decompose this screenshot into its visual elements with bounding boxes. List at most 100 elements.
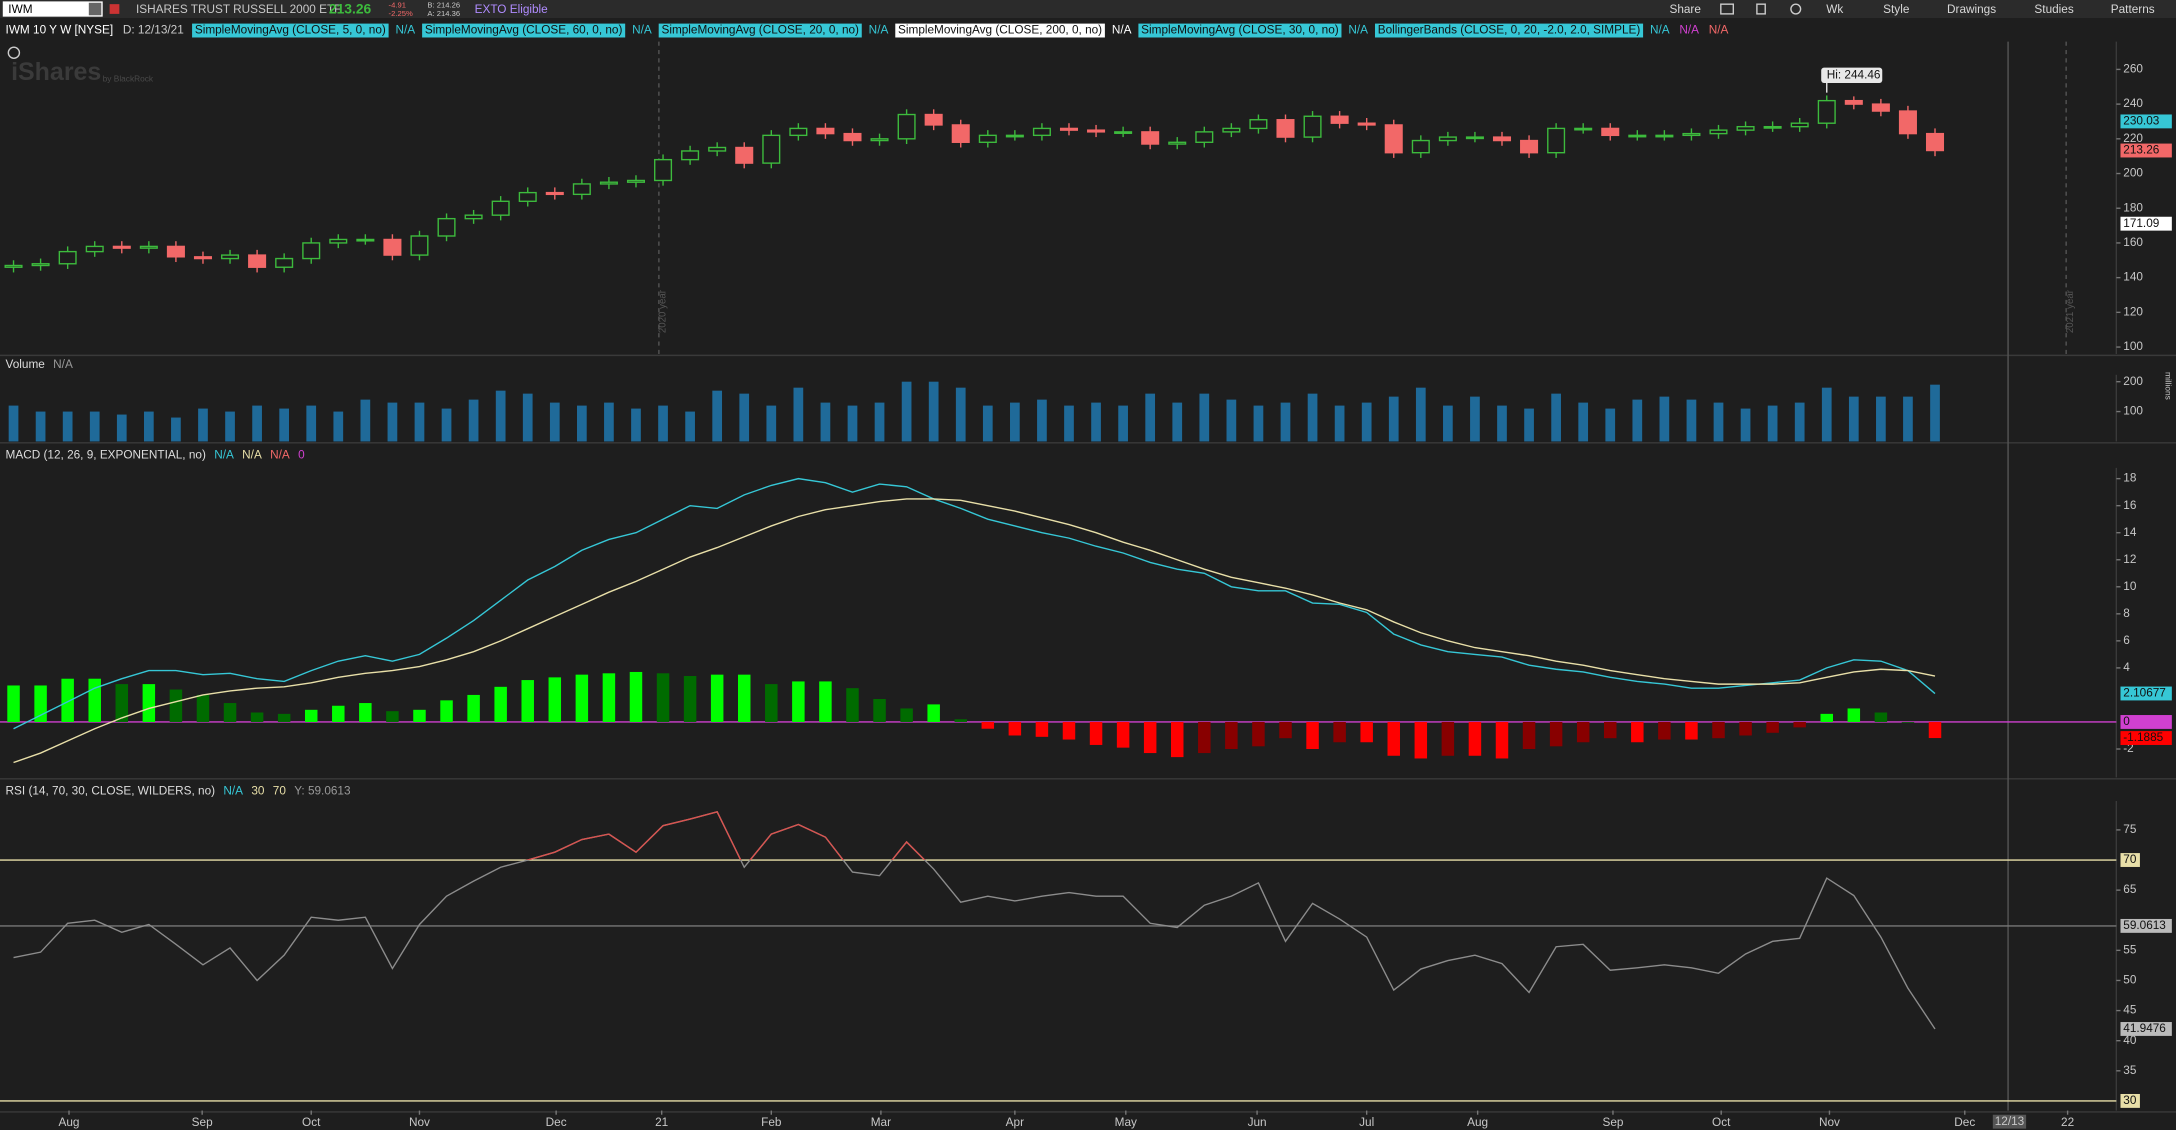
histogram-bar — [548, 677, 562, 722]
candle-body — [1465, 136, 1484, 140]
candle-body — [789, 127, 808, 137]
value-tag — [2120, 715, 2172, 729]
x-tick-label: Oct — [1712, 1116, 1731, 1129]
tag-label: D: 12/13/21 — [123, 24, 184, 37]
symbol[interactable]: IWM — [8, 3, 32, 16]
candle-body — [1844, 99, 1863, 105]
settings-icon[interactable] — [1790, 3, 1802, 15]
value-tag-label: 59.0613 — [2123, 919, 2166, 932]
volume-bar — [739, 393, 750, 442]
y-tick-label: 260 — [2123, 63, 2143, 76]
volume-bar — [955, 387, 966, 442]
histogram-bar — [1279, 721, 1292, 739]
tag-box — [1374, 23, 1644, 38]
histogram-bar — [981, 721, 995, 729]
candle-body — [1222, 127, 1241, 133]
y-tick-label: 10 — [2123, 580, 2137, 593]
histogram-bar — [250, 712, 264, 722]
symbol-box[interactable] — [2, 1, 103, 17]
histogram-bar — [521, 680, 534, 722]
histogram-bar — [1604, 721, 1617, 739]
volume-bar — [658, 405, 668, 442]
volume-bar — [252, 405, 262, 442]
candle-body — [275, 257, 294, 268]
tag-label: N/A — [270, 448, 290, 461]
macd-line — [13, 498, 1936, 764]
tag-box — [1138, 23, 1342, 38]
value-tag-label: 0 — [2123, 715, 2130, 728]
volume-bar — [1470, 396, 1480, 442]
volume-bar — [1199, 393, 1210, 442]
x-tick-label: Dec — [1954, 1116, 1975, 1129]
histogram-bar — [629, 671, 643, 722]
candle-body — [1817, 99, 1836, 124]
icon[interactable] — [1720, 3, 1734, 15]
candle-body — [248, 254, 267, 268]
volume-bar — [1064, 405, 1074, 442]
volume-bar — [1280, 402, 1291, 442]
candle-body — [1628, 134, 1647, 138]
volume-bar — [766, 405, 777, 442]
candle-body — [356, 238, 375, 242]
drawings-button[interactable]: Drawings — [1947, 3, 1996, 16]
histogram-bar — [332, 705, 345, 722]
candle-body — [1276, 119, 1295, 138]
candle-body — [1898, 110, 1917, 135]
studies-button[interactable]: Studies — [2034, 3, 2073, 16]
candle-body — [1925, 132, 1945, 152]
icon[interactable] — [1756, 3, 1766, 15]
volume-bar — [1794, 402, 1805, 442]
histogram-bar — [223, 703, 237, 722]
value-tag-label: 213.26 — [2123, 144, 2159, 157]
candle-body — [1682, 132, 1701, 137]
histogram-bar — [1414, 721, 1428, 759]
tag-label: SimpleMovingAvg (CLOSE, 30, 0, no) — [1141, 24, 1339, 37]
histogram-bar — [1793, 721, 1806, 728]
y-tick-label: 120 — [2123, 305, 2143, 318]
info-icon[interactable] — [7, 46, 21, 59]
candle-body — [1438, 136, 1457, 142]
link-icon[interactable] — [109, 4, 120, 14]
watermark-sub: by BlackRock — [103, 73, 154, 83]
histogram-bar — [34, 685, 47, 722]
aggregation-button[interactable]: Wk — [1826, 3, 1843, 16]
share-button[interactable]: Share — [1669, 3, 1701, 16]
histogram-bar — [1468, 721, 1482, 756]
volume-bar — [1930, 384, 1940, 442]
volume-bar — [1740, 408, 1751, 442]
volume-bar — [225, 411, 235, 442]
volume-bar — [333, 411, 344, 442]
x-tick-label: 22 — [2061, 1116, 2074, 1129]
volume-bar — [1876, 396, 1886, 442]
x-tick-label: Dec — [546, 1116, 567, 1129]
level-tag-label: 30 — [2123, 1094, 2137, 1107]
volume-bar — [1307, 393, 1318, 442]
y-tick-label: 140 — [2123, 271, 2143, 284]
volume-bar — [143, 411, 154, 442]
candle-body — [626, 179, 646, 183]
x-tick-label: Feb — [761, 1116, 782, 1129]
value-tag-label: 171.09 — [2123, 217, 2159, 230]
candle-body — [1357, 122, 1376, 126]
candle-body — [1168, 141, 1187, 145]
histogram-bar — [142, 684, 156, 722]
volume-bar — [62, 411, 73, 442]
patterns-button[interactable]: Patterns — [2111, 3, 2155, 16]
histogram-bar — [1495, 721, 1509, 759]
dropdown[interactable] — [88, 2, 102, 16]
histogram-bar — [1739, 721, 1752, 736]
y-tick-label: 8 — [2123, 607, 2130, 620]
value-tag-label: 2.10677 — [2123, 687, 2166, 700]
style-button[interactable]: Style — [1883, 3, 1910, 16]
x-tick-label: Mar — [871, 1116, 891, 1129]
volume-bar — [874, 402, 885, 442]
candle-body — [1059, 127, 1079, 131]
histogram-bar — [927, 704, 940, 722]
value-tag — [2120, 114, 2172, 129]
badge: EXTO Eligible — [475, 3, 549, 16]
histogram-bar — [1116, 721, 1130, 748]
histogram-bar — [1035, 721, 1049, 737]
volume-bar — [1686, 399, 1697, 442]
volume-bar — [901, 381, 912, 442]
